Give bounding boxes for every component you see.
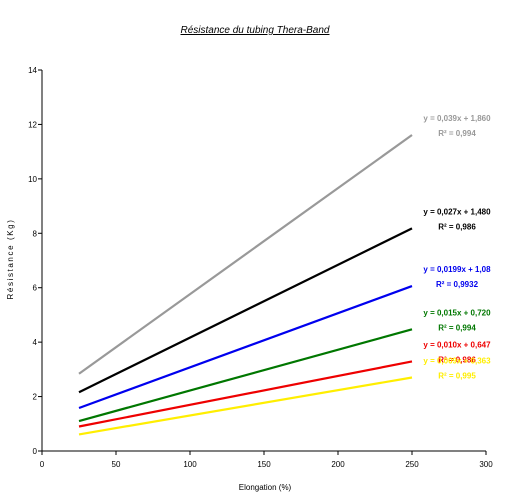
y-ticks: 0 2 4 6 8 10 12 14 [28,66,42,456]
trendline-r2: R² = 0,994 [438,129,476,138]
chart-title: Résistance du tubing Thera-Band [181,25,330,36]
series-line [78,360,413,428]
trendline-annotations: y = 0,039x + 1,860 R² = 0,994 y = 0,027x +… [423,114,491,380]
y-axis-label: Résistance (Kg) [6,219,15,300]
chart-axes [41,70,486,452]
x-tick-label: 0 [40,460,45,469]
trendline-equation: y = 0,015x + 0,720 [423,308,491,317]
x-tick-label: 200 [331,460,345,469]
series-line [78,227,413,394]
x-tick-label: 150 [257,460,271,469]
y-tick-label: 4 [33,338,38,347]
trendline-r2: R² = 0,994 [438,323,476,332]
y-tick-label: 12 [28,120,37,129]
x-tick-label: 100 [183,460,197,469]
x-tick-label: 250 [405,460,419,469]
trendline-r2: R² = 0,986 [438,222,476,231]
x-axis-label: Elongation (%) [239,483,292,492]
trendline-equation: y = 0,0199x + 1,08 [423,265,491,274]
trendline-equation: y = 0,039x + 1,860 [423,114,491,123]
y-tick-label: 14 [28,66,37,75]
y-tick-label: 10 [28,175,37,184]
trendline-r2: R² = 0,986 [438,355,476,364]
trendline-equation: y = 0,010x + 0,647 [423,340,491,349]
y-tick-label: 8 [33,229,38,238]
series-line [78,285,413,410]
trendline-equation: y = 0,009x + 0,363 [423,357,491,366]
x-tick-label: 50 [112,460,121,469]
series-line [78,134,413,375]
trendline-r2: R² = 0,9932 [436,280,479,289]
series-line [78,328,413,423]
series-line [78,376,413,436]
y-tick-label: 2 [33,393,38,402]
trendline-r2: R² = 0,995 [438,372,476,381]
y-tick-label: 6 [33,284,38,293]
y-tick-label: 0 [33,447,38,456]
x-tick-label: 300 [479,460,493,469]
trendline-equation: y = 0,027x + 1,480 [423,207,491,216]
series-lines [78,134,413,436]
x-ticks: 0 50 100 150 200 250 300 [40,451,493,469]
